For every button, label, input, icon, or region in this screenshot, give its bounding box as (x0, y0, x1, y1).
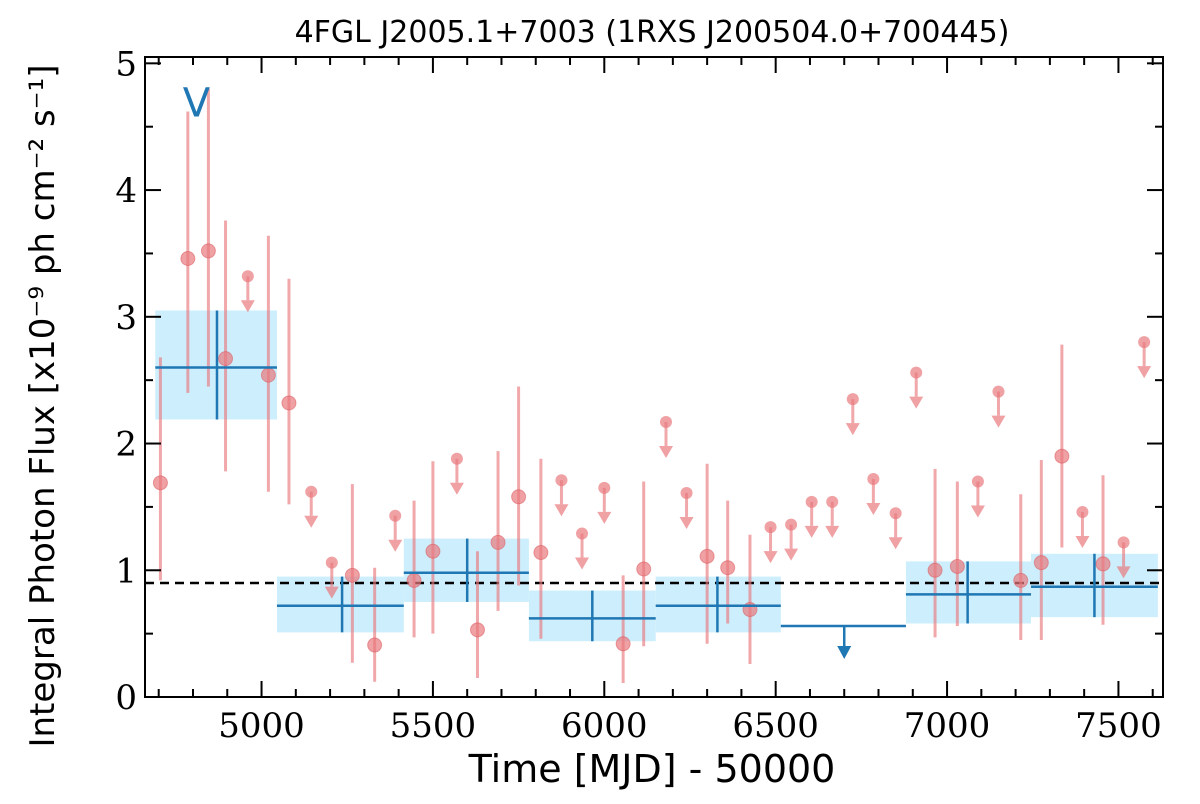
fine-upper-limit-point (1117, 536, 1130, 549)
fine-point (367, 637, 383, 653)
fine-upper-limit-arrow (1137, 366, 1152, 379)
fine-upper-limit-point (680, 486, 693, 499)
fine-point (218, 351, 234, 367)
fine-point (927, 562, 943, 578)
fine-upper-limit-arrow (866, 503, 881, 516)
fine-upper-limit-point (389, 509, 402, 522)
fine-point (281, 395, 297, 411)
fine-upper-limit-point (805, 495, 818, 508)
fine-upper-limit-arrow (1075, 535, 1090, 548)
fine-upper-limit-arrow (991, 415, 1006, 428)
fine-upper-limit-point (846, 393, 859, 406)
fine-point (699, 548, 715, 564)
fine-upper-limit-point (867, 473, 880, 486)
fine-upper-limit-arrow (888, 537, 903, 550)
y-tick-label: 5 (115, 44, 137, 84)
fine-upper-limit-arrow (804, 525, 819, 538)
fine-upper-limit-point (576, 527, 589, 540)
fine-point (511, 489, 527, 505)
plot-area: V 5000 5500 6000 6500 7000 7500 0 1 2 3 4 5 (115, 44, 1164, 746)
fine-point (344, 567, 360, 583)
fine-upper-limit-arrow (388, 539, 403, 552)
fine-upper-limit-point (305, 485, 318, 498)
fine-upper-limit-arrow (304, 515, 319, 528)
fine-upper-limit-arrow (324, 586, 339, 599)
fine-upper-limit-arrow (679, 516, 694, 529)
fine-upper-limit-point (659, 415, 672, 428)
fine-point (533, 545, 549, 561)
fine-upper-limit-point (971, 475, 984, 488)
fine-upper-limit-arrow (909, 396, 924, 409)
fine-point (1054, 448, 1070, 464)
marker-label: V (183, 81, 211, 127)
coarse-bin-band (276, 576, 404, 633)
fine-upper-limit-point (889, 507, 902, 520)
fine-point (260, 367, 276, 383)
fine-point (1033, 555, 1049, 571)
x-tick-label: 7500 (1075, 706, 1162, 746)
x-tick-label: 5500 (390, 706, 477, 746)
plot-frame (144, 56, 1164, 698)
fine-point (490, 534, 506, 550)
fine-point (1013, 572, 1029, 588)
x-tick-label: 6000 (561, 706, 648, 746)
fine-upper-limit-point (1138, 336, 1151, 349)
fine-point (406, 572, 422, 588)
fine-upper-limit-point (785, 518, 798, 531)
fine-upper-limit-point (241, 270, 254, 283)
fine-upper-limit-arrow (970, 505, 985, 518)
y-tick-label: 1 (115, 551, 137, 591)
y-tick-label: 4 (115, 171, 137, 211)
fine-upper-limit-point (764, 521, 777, 534)
x-tick-label: 5000 (218, 706, 305, 746)
fine-upper-limit-arrow (597, 511, 612, 524)
fine-upper-limit-arrow (554, 504, 569, 517)
fine-upper-limit-point (450, 452, 463, 465)
fine-upper-limit-point (555, 474, 568, 487)
fine-point (180, 251, 196, 267)
fine-upper-limit-arrow (575, 557, 590, 570)
fine-upper-limit-arrow (825, 525, 840, 538)
fine-point (152, 475, 168, 491)
chart-title: 4FGL J2005.1+7003 (1RXS J200504.0+700445… (295, 15, 1010, 50)
fine-point (949, 558, 965, 574)
fine-point (636, 561, 652, 577)
fine-upper-limit-arrow (240, 300, 255, 313)
fine-upper-limit-arrow (784, 548, 799, 561)
y-tick-label: 0 (115, 678, 137, 718)
fine-upper-limit-arrow (449, 482, 464, 495)
fine-upper-limit-point (992, 385, 1005, 398)
fine-upper-limit-point (325, 556, 338, 569)
x-tick-label: 7000 (904, 706, 991, 746)
fine-point (615, 636, 631, 652)
y-tick-label: 2 (115, 425, 137, 465)
fine-upper-limit-arrow (845, 423, 860, 436)
x-tick-label: 6500 (732, 706, 819, 746)
fine-point (469, 622, 485, 638)
fine-upper-limit-arrow (1116, 566, 1131, 579)
coarse-upper-limit-arrow (837, 646, 852, 660)
fine-point (720, 560, 736, 576)
fine-point (200, 243, 216, 259)
y-tick-label: 3 (115, 298, 137, 338)
fine-upper-limit-point (1076, 505, 1089, 518)
y-axis-label: Integral Photon Flux [x10⁻⁹ ph cm⁻² s⁻¹] (23, 64, 63, 747)
fine-point (1095, 556, 1111, 572)
x-axis-label: Time [MJD] - 50000 (468, 747, 836, 791)
fine-upper-limit-arrow (763, 551, 778, 564)
fine-upper-limit-point (598, 481, 611, 494)
fine-upper-limit-point (826, 495, 839, 508)
fine-upper-limit-arrow (658, 445, 673, 458)
fine-point (425, 543, 441, 559)
fine-upper-limit-point (910, 366, 923, 379)
